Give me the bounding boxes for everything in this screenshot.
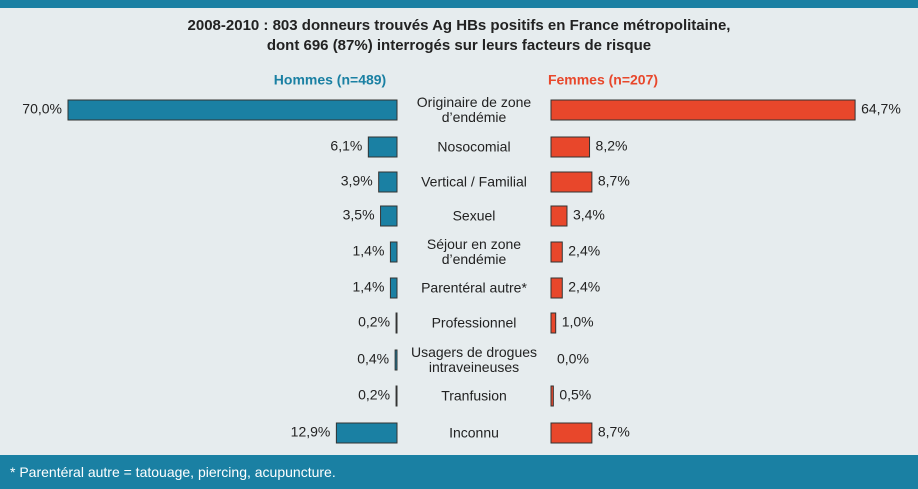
bar: [395, 312, 398, 334]
value-label: 1,4%: [352, 243, 384, 259]
bar: [550, 136, 591, 158]
bar: [550, 385, 554, 407]
bar: [335, 422, 398, 444]
category-label: Parentéral autre*: [421, 279, 527, 296]
category-label: Professionnel: [431, 314, 517, 331]
value-label: 8,7%: [598, 424, 630, 440]
value-label: 2,4%: [568, 243, 600, 259]
value-label: 2,4%: [568, 279, 600, 295]
footer: * Parentéral autre = tatouage, piercing,…: [0, 455, 918, 489]
value-label: 3,5%: [343, 207, 375, 223]
bar: [389, 241, 398, 263]
value-label: 6,1%: [330, 138, 362, 154]
value-label: 8,2%: [596, 138, 628, 154]
chart-title: 2008-2010 : 803 donneurs trouvés Ag HBs …: [187, 17, 731, 54]
category-label: Vertical / Familial: [421, 173, 527, 190]
bar: [367, 136, 398, 158]
bar: [389, 277, 398, 299]
value-label: 1,0%: [562, 314, 594, 330]
category-label: Séjour en zone d’endémie: [426, 236, 522, 267]
value-label: 8,7%: [598, 173, 630, 189]
category-label: Usagers de drogues intraveineuses: [410, 344, 538, 375]
legend-label: Femmes (n=207): [548, 72, 658, 88]
bar: [550, 312, 557, 334]
top-band: [0, 0, 918, 8]
bar: [550, 241, 563, 263]
footnote: * Parentéral autre = tatouage, piercing,…: [10, 464, 336, 480]
value-label: 0,2%: [358, 314, 390, 330]
bar: [67, 99, 398, 121]
value-label: 3,9%: [341, 173, 373, 189]
category-label: Inconnu: [449, 424, 499, 441]
bar: [395, 385, 398, 407]
bar: [550, 422, 593, 444]
value-label: 1,4%: [352, 279, 384, 295]
value-label: 3,4%: [573, 207, 605, 223]
bar: [394, 349, 398, 371]
bar: [550, 171, 593, 193]
value-label: 0,5%: [559, 387, 591, 403]
legend-label: Hommes (n=489): [274, 72, 386, 88]
category-label: Sexuel: [452, 207, 496, 224]
bar: [550, 205, 568, 227]
value-label: 0,4%: [357, 351, 389, 367]
bar: [378, 171, 398, 193]
bar: [550, 99, 856, 121]
value-label: 0,2%: [358, 387, 390, 403]
bar: [550, 277, 563, 299]
value-label: 0,0%: [557, 351, 589, 367]
bar: [380, 205, 398, 227]
category-label: Tranfusion: [441, 387, 507, 404]
value-label: 70,0%: [22, 101, 62, 117]
value-label: 64,7%: [861, 101, 901, 117]
category-label: Originaire de zone d’endémie: [416, 94, 532, 125]
value-label: 12,9%: [291, 424, 331, 440]
category-label: Nosocomial: [437, 138, 511, 155]
